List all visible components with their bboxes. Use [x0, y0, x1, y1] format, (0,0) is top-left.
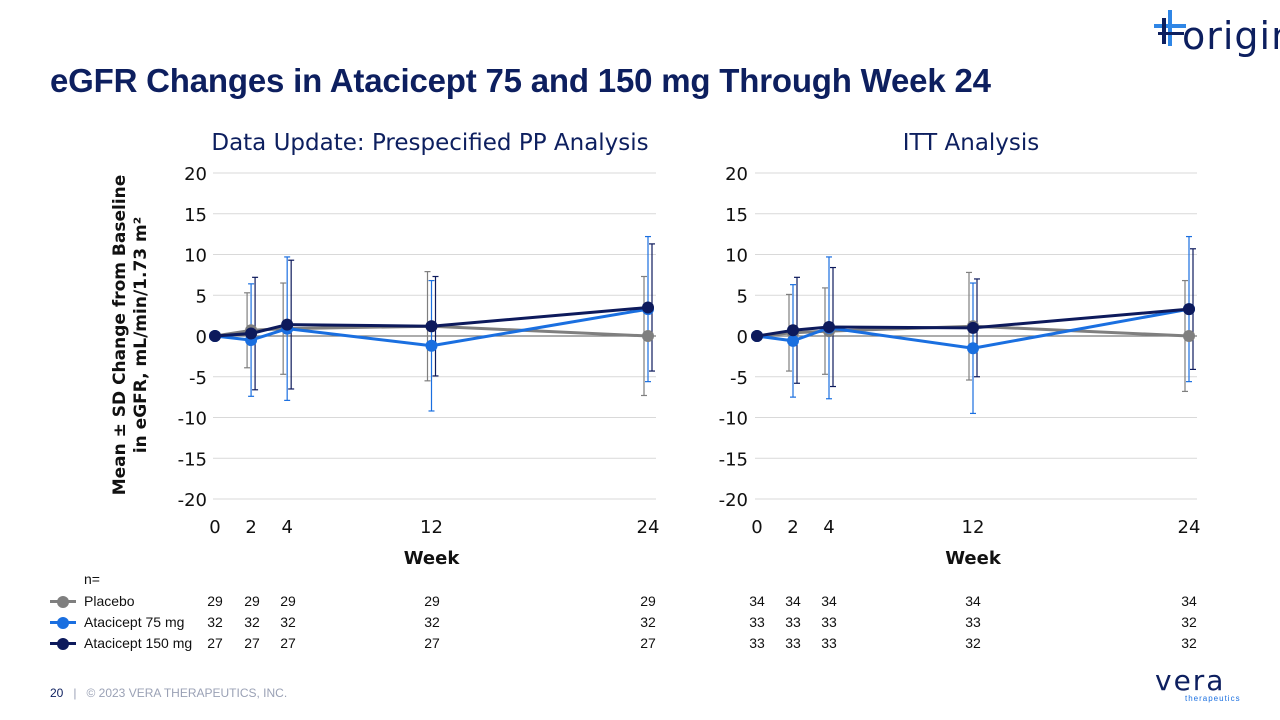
chart1-data-point	[642, 301, 654, 314]
chart1-y-tick-label: -20	[178, 490, 207, 511]
chart2-data-point	[751, 330, 763, 342]
chart1-x-tick-label: 2	[245, 517, 256, 538]
chart2-data-point	[967, 342, 979, 355]
chart2-data-point	[787, 334, 799, 347]
chart1-y-tick-label: -5	[189, 368, 207, 389]
chart1-data-point	[209, 330, 221, 342]
chart2-y-tick-label: -10	[719, 409, 748, 430]
chart1-y-tick-label: 15	[184, 205, 207, 226]
chart2-x-tick-label: 4	[823, 517, 834, 538]
chart1-x-axis-label: Week	[404, 548, 461, 569]
copyright-text: © 2023 VERA THERAPEUTICS, INC.	[86, 686, 288, 700]
page-number: 20	[50, 686, 64, 700]
chart2-x-axis-label: Week	[945, 548, 1002, 569]
chart1-data-point	[281, 318, 294, 331]
footer-separator: |	[73, 686, 77, 700]
chart2-y-tick-label: 15	[725, 205, 748, 226]
chart2-y-tick-label: -15	[719, 449, 748, 470]
chart1-x-tick-label: 0	[209, 517, 220, 538]
chart2-y-tick-label: 5	[737, 286, 748, 307]
chart2-y-tick-label: 0	[737, 327, 748, 348]
chart2-y-tick-label: 20	[725, 164, 748, 185]
chart2-y-tick-label: -5	[730, 368, 748, 389]
chart1-y-tick-label: 5	[196, 286, 207, 307]
chart2-y-tick-label: -20	[719, 490, 748, 511]
origin-logo-text: origin	[1182, 14, 1280, 58]
chart2-x-tick-label: 12	[962, 517, 985, 538]
chart1-y-tick-label: -15	[178, 449, 207, 470]
chart1-y-tick-label: -10	[178, 409, 207, 430]
slide-title: eGFR Changes in Atacicept 75 and 150 mg …	[50, 62, 991, 99]
chart1-x-tick-label: 24	[637, 517, 660, 538]
chart1-x-tick-label: 12	[420, 517, 443, 538]
chart1-x-tick-label: 4	[281, 517, 292, 538]
chart2-data-point	[1183, 330, 1195, 342]
vera-logo: vera therapeutics	[1155, 664, 1245, 704]
chart2-y-tick-label: 10	[725, 246, 748, 267]
chart1-data-point	[245, 327, 258, 340]
chart1-y-tick-label: 20	[184, 164, 207, 185]
chart2-x-tick-label: 0	[751, 517, 762, 538]
chart1-data-point	[425, 339, 438, 352]
vera-logo-text: vera	[1155, 664, 1226, 697]
chart2-x-tick-label: 2	[787, 517, 798, 538]
footer: 20 | © 2023 VERA THERAPEUTICS, INC.	[50, 686, 287, 700]
chart1-y-tick-label: 0	[196, 327, 207, 348]
chart1-y-tick-label: 10	[184, 246, 207, 267]
origin-logo: origin	[1152, 8, 1280, 60]
chart-title-itt: ITT Analysis	[902, 130, 1040, 156]
chart-title-pp: Data Update: Prespecified PP Analysis	[211, 130, 649, 156]
chart1-data-point	[642, 330, 654, 342]
chart2-data-point	[787, 324, 799, 337]
chart2-data-point	[823, 321, 835, 334]
chart2-data-point	[967, 321, 979, 334]
chart1-data-point	[425, 320, 438, 333]
chart2-data-point	[1183, 303, 1195, 316]
chart2-x-tick-label: 24	[1178, 517, 1201, 538]
origin-cross-icon	[1154, 10, 1186, 46]
vera-logo-subtext: therapeutics	[1185, 694, 1241, 703]
